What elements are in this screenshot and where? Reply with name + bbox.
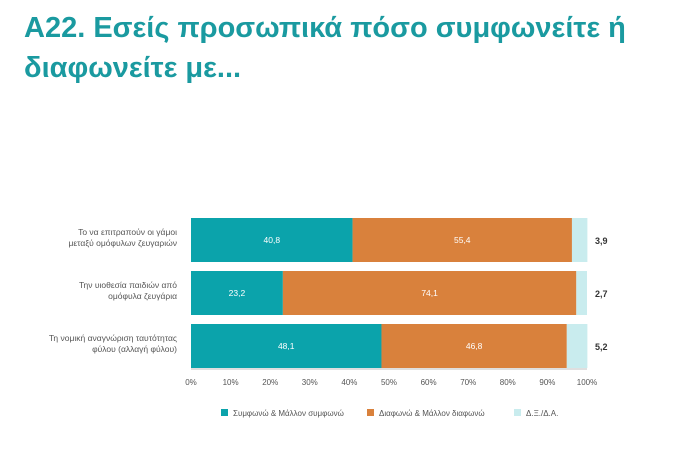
bar-segment xyxy=(381,324,567,368)
bar-value-label: 2,7 xyxy=(595,289,608,299)
bar-value-label: 46,8 xyxy=(466,341,483,351)
bar-value-label: 74,1 xyxy=(421,288,438,298)
bar-segment xyxy=(571,218,588,262)
bar-segment xyxy=(576,271,587,315)
category-label: Τη νομική αναγνώριση ταυτότητας φύλου (αλ… xyxy=(49,333,177,354)
x-tick-label: 20% xyxy=(262,378,278,387)
x-tick-label: 100% xyxy=(577,378,597,387)
bar-value-label: 23,2 xyxy=(229,288,246,298)
bar-value-label: 55,4 xyxy=(454,235,471,245)
bar-segment xyxy=(352,218,572,262)
bar-segment xyxy=(282,271,577,315)
x-tick-label: 0% xyxy=(185,378,197,387)
x-tick-label: 40% xyxy=(341,378,357,387)
x-tick-label: 90% xyxy=(539,378,555,387)
bar-segment xyxy=(191,271,283,315)
category-label: Το να επιτραπούν οι γάμοι μεταξύ ομόφυλων… xyxy=(69,227,178,248)
bar-value-label: 48,1 xyxy=(278,341,295,351)
category-label: Την υιοθεσία παιδιών από ομόφυλα ζευγάρια xyxy=(79,280,177,301)
x-tick-label: 30% xyxy=(302,378,318,387)
bar-segment xyxy=(191,218,353,262)
legend-swatch xyxy=(221,409,228,416)
bar-segment xyxy=(191,324,382,368)
x-tick-label: 80% xyxy=(500,378,516,387)
chart-title: Α22. Εσείς προσωπικά πόσο συμφωνείτε ή δ… xyxy=(24,12,626,84)
bar-segment xyxy=(566,324,588,368)
x-tick-label: 60% xyxy=(421,378,437,387)
bar-value-label: 5,2 xyxy=(595,342,608,352)
legend-label: Συμφωνώ & Μάλλον συμφωνώ xyxy=(233,409,344,418)
legend-label: Δ.Ξ./Δ.Α. xyxy=(526,409,558,418)
bar-value-label: 40,8 xyxy=(264,235,281,245)
legend-label: Διαφωνώ & Μάλλον διαφωνώ xyxy=(379,409,485,418)
legend-swatch xyxy=(514,409,521,416)
bar-value-label: 3,9 xyxy=(595,236,608,246)
x-tick-label: 50% xyxy=(381,378,397,387)
x-tick-label: 10% xyxy=(223,378,239,387)
x-tick-label: 70% xyxy=(460,378,476,387)
legend-swatch xyxy=(367,409,374,416)
